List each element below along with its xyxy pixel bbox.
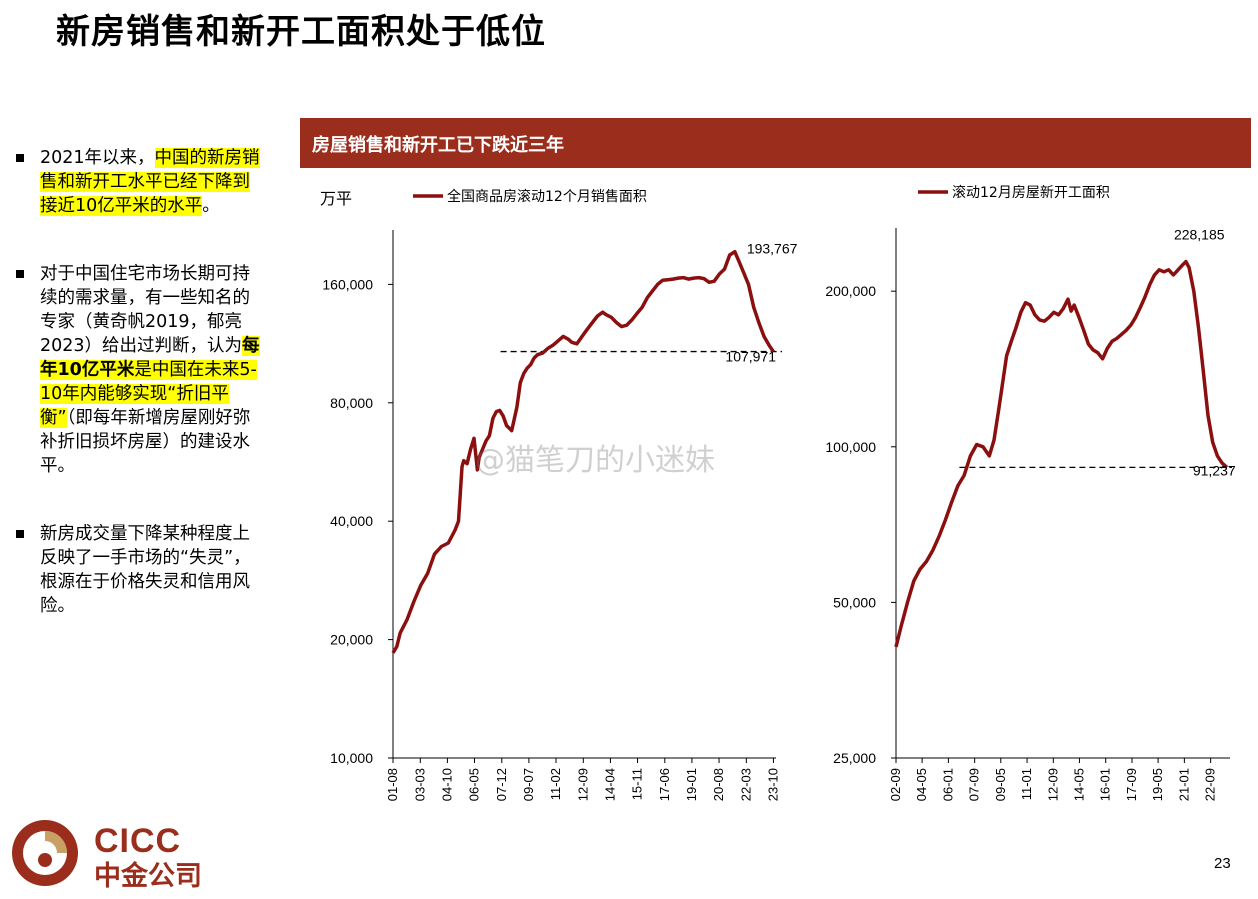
- x-tick-label: 23-10: [765, 768, 780, 801]
- x-tick-label: 19-05: [1150, 768, 1165, 801]
- x-tick-label: 19-01: [684, 768, 699, 801]
- x-tick-label: 21-01: [1176, 768, 1191, 801]
- x-tick-label: 22-09: [1203, 768, 1218, 801]
- series-line: [391, 249, 775, 654]
- chart-banner-title: 房屋销售和新开工已下跌近三年: [312, 135, 564, 156]
- bullet-part: 新房成交量下降某种程度上反映了一手市场的“失灵”，根源在于价格失灵和信用风险。: [40, 524, 251, 616]
- data-label: 228,185: [1174, 227, 1225, 243]
- x-tick-label: 04-05: [914, 768, 929, 801]
- y-tick-label: 20,000: [330, 632, 373, 648]
- x-tick-label: 14-05: [1071, 768, 1086, 801]
- x-tick-label: 07-09: [967, 768, 982, 801]
- bullet-part: 2021年以来，: [40, 148, 155, 168]
- x-tick-label: 17-06: [657, 768, 672, 801]
- x-tick-label: 22-03: [738, 768, 753, 801]
- page-title: 新房销售和新开工面积处于低位: [56, 12, 546, 52]
- data-label: 91,237: [1193, 462, 1236, 478]
- x-tick-label: 09-05: [993, 768, 1008, 801]
- bullet-item: 对于中国住宅市场长期可持续的需求量，有一些知名的专家（黄奇帆2019，郁亮202…: [14, 262, 264, 478]
- x-tick-label: 20-08: [711, 768, 726, 801]
- x-tick-label: 15-11: [630, 768, 645, 800]
- bullet-square-icon: [16, 154, 24, 162]
- chart-banner: 房屋销售和新开工已下跌近三年: [300, 118, 1251, 168]
- x-tick-label: 02-09: [888, 768, 903, 801]
- y-tick-label: 160,000: [322, 276, 373, 292]
- x-tick-label: 16-01: [1098, 768, 1113, 801]
- x-tick-label: 06-05: [467, 768, 482, 801]
- cicc-logo-icon: [12, 820, 78, 886]
- x-tick-label: 11-02: [548, 768, 563, 800]
- bullet-square-icon: [16, 530, 24, 538]
- x-tick-label: 07-12: [494, 768, 509, 801]
- y-tick-label: 40,000: [330, 513, 373, 529]
- series-line: [894, 259, 1229, 648]
- x-tick-label: 04-10: [439, 768, 454, 801]
- y-tick-label: 25,000: [833, 750, 876, 766]
- legend-label: 滚动12月房屋新开工面积: [952, 184, 1110, 201]
- legend-label: 全国商品房滚动12个月销售面积: [447, 188, 647, 205]
- y-tick-label: 200,000: [825, 283, 876, 299]
- data-label: 193,767: [747, 241, 798, 257]
- bullet-part: 。: [202, 196, 220, 216]
- logo-text-cn: 中金公司: [94, 861, 202, 892]
- x-tick-label: 14-04: [602, 768, 617, 801]
- bullet-part: （即每年新增房屋刚好弥补折旧损坏房屋）的建设水平。: [40, 408, 251, 476]
- x-tick-label: 12-09: [1045, 768, 1060, 801]
- x-tick-label: 09-07: [521, 768, 536, 801]
- y-tick-label: 50,000: [833, 594, 876, 610]
- unit-label: 万平: [320, 189, 352, 208]
- bullet-item: 新房成交量下降某种程度上反映了一手市场的“失灵”，根源在于价格失灵和信用风险。: [14, 522, 264, 618]
- y-tick-label: 10,000: [330, 750, 373, 766]
- bullet-square-icon: [16, 270, 24, 278]
- new-starts-area-chart: 25,000 50,000 100,000 200,000 02-09 04-05 06-0…: [825, 184, 1236, 801]
- page-number: 23: [1214, 855, 1231, 872]
- y-tick-label: 80,000: [330, 395, 373, 411]
- x-tick-label: 11-01: [1019, 768, 1034, 800]
- data-label: 107,971: [725, 349, 776, 365]
- x-tick-label: 06-01: [940, 768, 955, 801]
- x-tick-label: 17-09: [1124, 768, 1139, 801]
- x-tick-label: 01-08: [385, 768, 400, 801]
- bullet-part: 对于中国住宅市场长期可持续的需求量，有一些知名的专家（黄奇帆2019，郁亮202…: [40, 264, 250, 356]
- bullet-item: 2021年以来，中国的新房销售和新开工水平已经下降到接近10亿平米的水平。: [14, 146, 264, 218]
- sales-area-chart: 10,000 20,000 40,000 80,000 160,000 01-08 03-0…: [320, 188, 798, 801]
- watermark: @猫笔刀的小迷妹: [475, 443, 715, 478]
- y-tick-label: 100,000: [825, 439, 876, 455]
- x-tick-label: 03-03: [412, 768, 427, 801]
- bullet-list: 2021年以来，中国的新房销售和新开工水平已经下降到接近10亿平米的水平。 对于…: [14, 146, 264, 642]
- logo-text-en: CICC: [94, 822, 182, 860]
- x-tick-label: 12-09: [575, 768, 590, 801]
